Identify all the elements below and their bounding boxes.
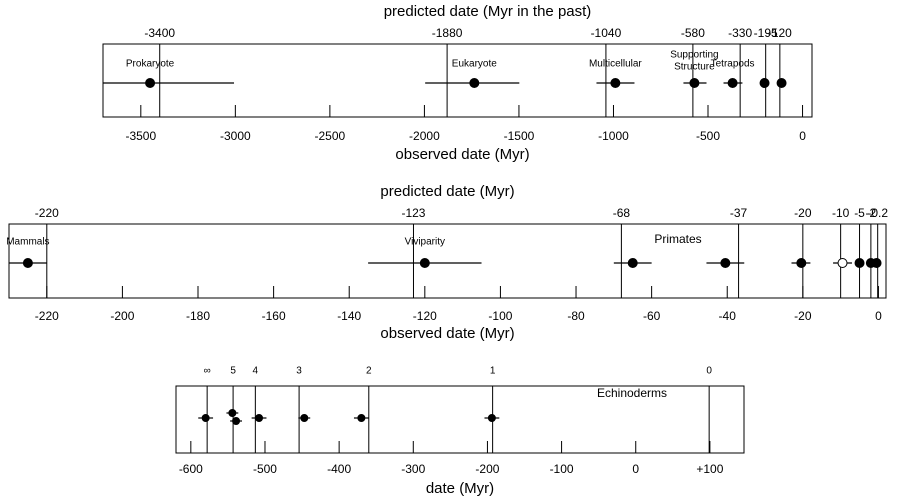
data-point bbox=[255, 414, 264, 422]
top-axis-title: predicted date (Myr in the past) bbox=[384, 3, 592, 20]
data-point bbox=[759, 78, 770, 88]
x-tick-label: -180 bbox=[186, 309, 210, 323]
top-axis-title: predicted date (Myr) bbox=[380, 183, 514, 200]
x-tick-label: -120 bbox=[413, 309, 437, 323]
x-axis-title: observed date (Myr) bbox=[395, 146, 529, 163]
data-point bbox=[720, 258, 731, 268]
top-tick-label: ∞ bbox=[204, 366, 211, 377]
x-tick-label: -80 bbox=[567, 309, 585, 323]
x-tick-label: -140 bbox=[337, 309, 361, 323]
top-tick-label: -3400 bbox=[144, 26, 175, 40]
top-tick-label: -1040 bbox=[591, 26, 622, 40]
data-point bbox=[727, 78, 738, 88]
data-point bbox=[854, 258, 865, 268]
point-label: Eukaryote bbox=[452, 59, 497, 70]
x-tick-label: -2000 bbox=[409, 129, 440, 143]
data-point bbox=[871, 258, 882, 268]
x-tick-label: -2500 bbox=[315, 129, 346, 143]
x-tick-label: -1000 bbox=[598, 129, 629, 143]
point-label: Viviparity bbox=[405, 237, 445, 248]
data-point bbox=[469, 78, 480, 88]
data-point bbox=[201, 414, 210, 422]
point-label: Mammals bbox=[6, 237, 49, 248]
top-tick-label: -10 bbox=[832, 206, 850, 220]
x-tick-label: +100 bbox=[696, 462, 723, 476]
x-tick-label: -1500 bbox=[504, 129, 535, 143]
data-point bbox=[228, 409, 237, 417]
top-tick-label: -68 bbox=[613, 206, 631, 220]
data-point bbox=[145, 78, 156, 88]
data-point bbox=[776, 78, 787, 88]
x-tick-label: -20 bbox=[794, 309, 812, 323]
x-tick-label: -100 bbox=[550, 462, 574, 476]
top-tick-label: -5 bbox=[854, 206, 865, 220]
data-point bbox=[419, 258, 430, 268]
data-point bbox=[300, 414, 309, 422]
data-point bbox=[627, 258, 638, 268]
x-tick-label: -400 bbox=[327, 462, 351, 476]
data-point bbox=[837, 258, 848, 268]
top-tick-label: 3 bbox=[296, 366, 302, 377]
top-tick-label: -220 bbox=[35, 206, 59, 220]
x-tick-label: -160 bbox=[262, 309, 286, 323]
x-tick-label: 0 bbox=[875, 309, 882, 323]
x-tick-label: -220 bbox=[35, 309, 59, 323]
plot-frame bbox=[8, 223, 887, 299]
x-tick-label: -200 bbox=[110, 309, 134, 323]
x-tick-label: 0 bbox=[632, 462, 639, 476]
top-tick-label: -20 bbox=[794, 206, 812, 220]
data-point bbox=[232, 417, 241, 425]
top-tick-label: -123 bbox=[401, 206, 425, 220]
top-tick-label: -330 bbox=[728, 26, 752, 40]
top-tick-label: -120 bbox=[768, 26, 792, 40]
point-label: Supporting bbox=[670, 50, 718, 61]
panel-label: Echinoderms bbox=[597, 386, 667, 400]
x-tick-label: -3000 bbox=[220, 129, 251, 143]
x-tick-label: -300 bbox=[401, 462, 425, 476]
top-tick-label: -1880 bbox=[432, 26, 463, 40]
plot-frame bbox=[102, 43, 813, 118]
data-point bbox=[357, 414, 366, 422]
top-tick-label: 0 bbox=[706, 366, 712, 377]
top-tick-label: -2 bbox=[866, 206, 877, 220]
x-tick-label: -500 bbox=[253, 462, 277, 476]
point-label: Prokaryote bbox=[126, 59, 175, 70]
top-tick-label: 5 bbox=[230, 366, 236, 377]
point-label: Tetrapods bbox=[711, 59, 755, 70]
x-tick-label: 0 bbox=[799, 129, 806, 143]
top-tick-label: -580 bbox=[681, 26, 705, 40]
x-tick-label: -500 bbox=[696, 129, 720, 143]
data-point bbox=[610, 78, 621, 88]
plot-frame bbox=[175, 385, 745, 454]
top-tick-label: 2 bbox=[366, 366, 372, 377]
top-tick-label: -37 bbox=[730, 206, 748, 220]
top-tick-label: -0.2 bbox=[867, 206, 888, 220]
top-tick-label: -195 bbox=[754, 26, 778, 40]
top-tick-label: 4 bbox=[253, 366, 259, 377]
x-tick-label: -100 bbox=[488, 309, 512, 323]
panel-label: Primates bbox=[654, 232, 701, 246]
data-point bbox=[22, 258, 33, 268]
x-tick-label: -3500 bbox=[125, 129, 156, 143]
data-point bbox=[796, 258, 807, 268]
point-label: Structure bbox=[674, 62, 715, 73]
data-point bbox=[487, 414, 496, 422]
point-label: Multicellular bbox=[589, 59, 642, 70]
x-tick-label: -600 bbox=[179, 462, 203, 476]
x-tick-label: -60 bbox=[643, 309, 661, 323]
top-tick-label: 1 bbox=[490, 366, 496, 377]
x-tick-label: -200 bbox=[475, 462, 499, 476]
x-axis-title: date (Myr) bbox=[426, 480, 494, 497]
x-tick-label: -40 bbox=[719, 309, 737, 323]
x-axis-title: observed date (Myr) bbox=[380, 325, 514, 342]
data-point bbox=[689, 78, 700, 88]
